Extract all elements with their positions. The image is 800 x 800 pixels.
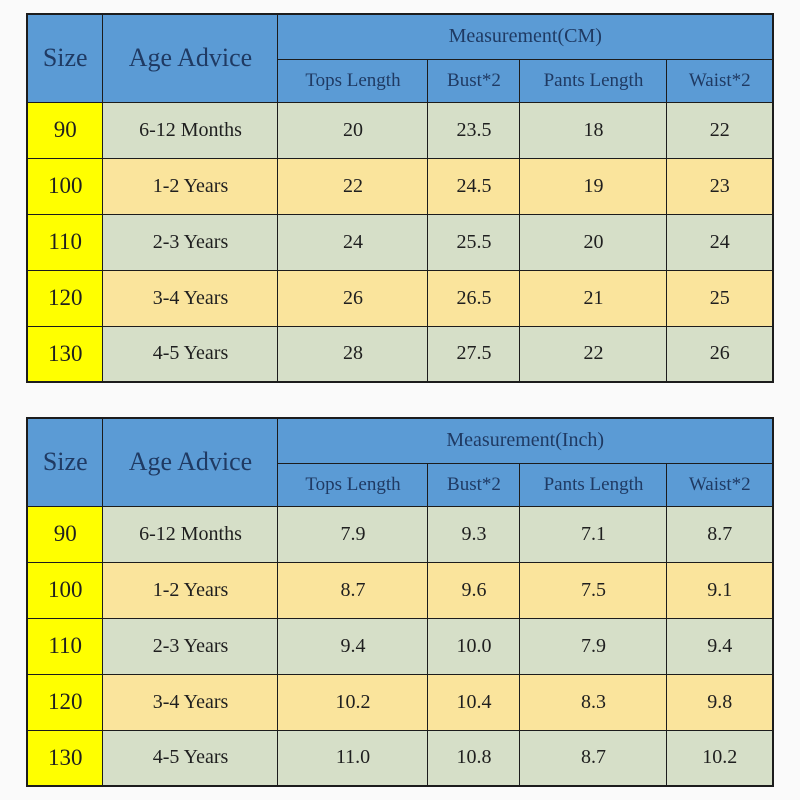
- measurement-cell: 25.5: [427, 213, 521, 271]
- measurement-cell: 8.7: [277, 561, 429, 619]
- measurement-cell: 8.3: [519, 673, 668, 731]
- age-advice-cell: 4-5 Years: [102, 729, 279, 787]
- size-cell: 130: [26, 325, 104, 383]
- waist-header: Waist*2: [666, 58, 774, 103]
- age-advice-cell: 1-2 Years: [102, 561, 279, 619]
- size-chart-inch-body: 90 6-12 Months 7.9 9.3 7.1 8.7 100 1-2 Years 8.7…: [26, 505, 774, 787]
- table-row: 120 3-4 Years 10.2 10.4 8.3 9.8: [26, 673, 774, 731]
- size-chart-inch: Size Age Advice Measurement(Inch) Tops L…: [25, 417, 775, 787]
- size-chart-cm: Size Age Advice Measurement(CM) Tops Len…: [25, 13, 775, 383]
- table-row: 110 2-3 Years 24 25.5 20 24: [26, 213, 774, 271]
- measurement-cell: 26: [666, 325, 774, 383]
- age-advice-cell: 3-4 Years: [102, 673, 279, 731]
- measurement-cell: 20: [519, 213, 668, 271]
- measurement-cell: 9.4: [666, 617, 774, 675]
- measurement-cell: 27.5: [427, 325, 521, 383]
- size-cell: 110: [26, 617, 104, 675]
- measurement-cell: 10.0: [427, 617, 521, 675]
- measurement-cell: 24.5: [427, 157, 521, 215]
- measurement-cell: 20: [277, 101, 429, 159]
- measurement-cell: 10.2: [666, 729, 774, 787]
- table-row: 130 4-5 Years 11.0 10.8 8.7 10.2: [26, 729, 774, 787]
- size-cell: 120: [26, 269, 104, 327]
- age-advice-cell: 4-5 Years: [102, 325, 279, 383]
- measurement-cell: 9.3: [427, 505, 521, 563]
- measurement-cell: 7.1: [519, 505, 668, 563]
- table-row: 130 4-5 Years 28 27.5 22 26: [26, 325, 774, 383]
- measurement-cell: 8.7: [666, 505, 774, 563]
- bust-header: Bust*2: [427, 58, 521, 103]
- measurement-cell: 26: [277, 269, 429, 327]
- tops-length-header: Tops Length: [277, 462, 429, 507]
- measurement-cell: 9.8: [666, 673, 774, 731]
- measurement-cell: 21: [519, 269, 668, 327]
- size-cell: 130: [26, 729, 104, 787]
- measurement-inch-header: Measurement(Inch): [277, 417, 774, 464]
- size-cell: 120: [26, 673, 104, 731]
- measurement-cell: 9.6: [427, 561, 521, 619]
- measurement-cell: 11.0: [277, 729, 429, 787]
- measurement-cell: 8.7: [519, 729, 668, 787]
- age-advice-column-header: Age Advice: [102, 13, 279, 103]
- age-advice-column-header: Age Advice: [102, 417, 279, 507]
- measurement-cell: 7.5: [519, 561, 668, 619]
- size-cell: 100: [26, 561, 104, 619]
- measurement-cell: 24: [666, 213, 774, 271]
- age-advice-cell: 1-2 Years: [102, 157, 279, 215]
- measurement-cell: 10.4: [427, 673, 521, 731]
- measurement-cell: 19: [519, 157, 668, 215]
- waist-header: Waist*2: [666, 462, 774, 507]
- measurement-cm-header: Measurement(CM): [277, 13, 774, 60]
- size-cell: 90: [26, 101, 104, 159]
- age-advice-cell: 6-12 Months: [102, 101, 279, 159]
- pants-length-header: Pants Length: [519, 462, 668, 507]
- measurement-cell: 28: [277, 325, 429, 383]
- table-row: 120 3-4 Years 26 26.5 21 25: [26, 269, 774, 327]
- measurement-cell: 22: [666, 101, 774, 159]
- measurement-cell: 24: [277, 213, 429, 271]
- size-cell: 90: [26, 505, 104, 563]
- age-advice-cell: 2-3 Years: [102, 617, 279, 675]
- age-advice-cell: 3-4 Years: [102, 269, 279, 327]
- table-row: 90 6-12 Months 7.9 9.3 7.1 8.7: [26, 505, 774, 563]
- size-column-header: Size: [26, 417, 104, 507]
- measurement-cell: 18: [519, 101, 668, 159]
- size-chart-cm-header: Size Age Advice Measurement(CM) Tops Len…: [26, 13, 774, 103]
- measurement-cell: 9.4: [277, 617, 429, 675]
- measurement-cell: 25: [666, 269, 774, 327]
- size-cell: 110: [26, 213, 104, 271]
- age-advice-cell: 6-12 Months: [102, 505, 279, 563]
- measurement-cell: 7.9: [277, 505, 429, 563]
- measurement-cell: 9.1: [666, 561, 774, 619]
- size-column-header: Size: [26, 13, 104, 103]
- measurement-cell: 22: [277, 157, 429, 215]
- measurement-cell: 10.8: [427, 729, 521, 787]
- measurement-cell: 10.2: [277, 673, 429, 731]
- measurement-cell: 22: [519, 325, 668, 383]
- table-row: 90 6-12 Months 20 23.5 18 22: [26, 101, 774, 159]
- table-row: 100 1-2 Years 22 24.5 19 23: [26, 157, 774, 215]
- measurement-cell: 23: [666, 157, 774, 215]
- pants-length-header: Pants Length: [519, 58, 668, 103]
- size-chart-inch-header: Size Age Advice Measurement(Inch) Tops L…: [26, 417, 774, 507]
- table-row: 100 1-2 Years 8.7 9.6 7.5 9.1: [26, 561, 774, 619]
- measurement-cell: 26.5: [427, 269, 521, 327]
- measurement-cell: 23.5: [427, 101, 521, 159]
- tops-length-header: Tops Length: [277, 58, 429, 103]
- bust-header: Bust*2: [427, 462, 521, 507]
- size-cell: 100: [26, 157, 104, 215]
- table-row: 110 2-3 Years 9.4 10.0 7.9 9.4: [26, 617, 774, 675]
- measurement-cell: 7.9: [519, 617, 668, 675]
- size-chart-cm-body: 90 6-12 Months 20 23.5 18 22 100 1-2 Years 22 24.…: [26, 101, 774, 383]
- age-advice-cell: 2-3 Years: [102, 213, 279, 271]
